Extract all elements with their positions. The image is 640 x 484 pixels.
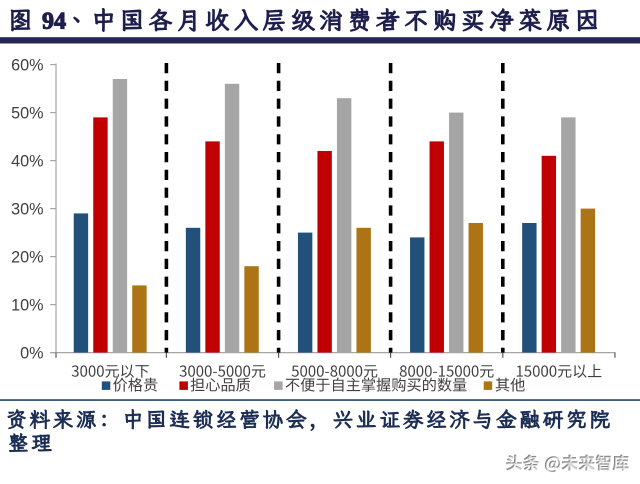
- svg-text:40%: 40%: [11, 152, 43, 170]
- svg-text:60%: 60%: [11, 56, 43, 74]
- svg-text:0%: 0%: [20, 344, 43, 362]
- svg-text:20%: 20%: [11, 248, 43, 266]
- svg-text:10%: 10%: [11, 296, 43, 314]
- svg-text:30%: 30%: [11, 200, 43, 218]
- svg-text:50%: 50%: [11, 104, 43, 122]
